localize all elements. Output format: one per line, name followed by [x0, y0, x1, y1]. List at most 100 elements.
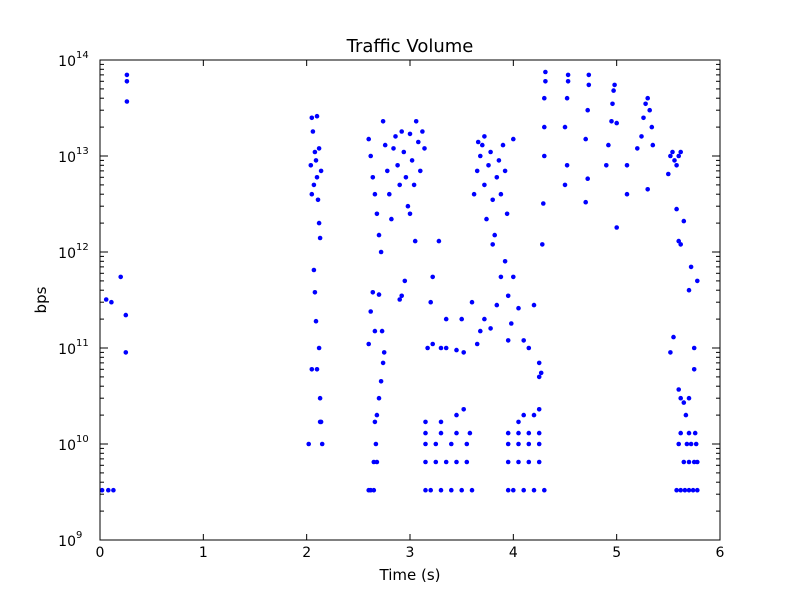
data-point [422, 146, 427, 151]
data-point [695, 278, 700, 284]
data-point [614, 120, 619, 126]
y-tick-exponent: 13 [76, 146, 89, 157]
data-point [494, 302, 500, 308]
data-point [606, 142, 611, 148]
data-point [454, 347, 459, 353]
data-point [423, 487, 428, 493]
y-tick-label: 10 [58, 246, 76, 262]
data-point [516, 430, 521, 436]
data-point [459, 316, 465, 322]
data-point [498, 191, 504, 197]
data-point [536, 459, 542, 465]
data-point [686, 459, 692, 465]
data-point [516, 459, 521, 465]
data-point [531, 302, 537, 308]
data-point [368, 309, 374, 314]
data-point [682, 487, 688, 493]
data-point [678, 242, 683, 247]
data-point [397, 297, 403, 302]
data-point [684, 441, 690, 447]
x-axis: 0 1 2 3 4 5 6 [96, 60, 725, 561]
data-point [635, 146, 640, 151]
x-tick-label: 2 [302, 545, 311, 561]
data-point [399, 293, 405, 299]
data-point [313, 318, 319, 324]
data-point [681, 400, 687, 405]
data-point [373, 441, 379, 447]
data-point [433, 459, 439, 465]
data-point [316, 345, 322, 351]
data-point [505, 441, 511, 447]
data-point [372, 419, 378, 425]
data-point [430, 341, 436, 347]
data-point [124, 99, 130, 104]
data-point [478, 153, 483, 159]
data-point [500, 142, 506, 148]
data-point [469, 487, 475, 493]
data-point [420, 129, 425, 134]
y-tick-label: 10 [58, 150, 76, 166]
data-point [368, 153, 374, 159]
data-point [459, 487, 465, 493]
data-point [516, 419, 521, 425]
data-point [430, 274, 436, 280]
data-point [308, 163, 314, 168]
data-point [464, 459, 470, 465]
x-tick-label: 0 [96, 545, 105, 561]
y-tick-exponent: 14 [76, 50, 89, 61]
data-point [124, 72, 130, 78]
data-point [475, 139, 481, 145]
data-point [676, 387, 681, 392]
data-point [585, 107, 590, 113]
x-tick-label: 4 [509, 545, 518, 561]
data-point [674, 163, 679, 168]
data-point [496, 158, 502, 163]
data-point [371, 487, 377, 493]
data-point [482, 182, 487, 188]
data-point [488, 149, 493, 155]
data-point [668, 153, 673, 159]
data-point [399, 129, 405, 134]
data-point [313, 158, 319, 163]
y-tick-exponent: 9 [76, 530, 82, 541]
data-point [676, 441, 681, 447]
data-point [521, 487, 526, 493]
data-point [586, 72, 592, 78]
data-point [536, 360, 542, 366]
data-point [423, 419, 428, 425]
data-point [538, 370, 544, 376]
x-axis-label: Time (s) [379, 566, 441, 584]
data-point [695, 459, 700, 465]
data-point [428, 299, 434, 305]
data-point [464, 441, 470, 447]
data-point [438, 487, 444, 493]
data-point [438, 345, 444, 351]
data-point [686, 287, 692, 293]
data-point [118, 274, 123, 280]
data-point [683, 412, 689, 418]
data-point [385, 168, 390, 174]
data-point [502, 259, 508, 264]
data-point [609, 119, 614, 124]
data-point [423, 459, 428, 465]
data-point [536, 407, 542, 412]
data-point [482, 316, 487, 322]
data-point [531, 487, 537, 493]
data-point [443, 316, 449, 322]
data-point [402, 278, 408, 284]
data-point [691, 345, 697, 351]
data-point [387, 191, 392, 197]
data-point [316, 146, 322, 151]
data-point [482, 134, 487, 139]
data-point [380, 119, 386, 124]
data-point [380, 360, 386, 366]
data-point [502, 168, 508, 174]
data-point [374, 211, 380, 217]
data-point [372, 328, 378, 334]
data-point [374, 459, 380, 465]
data-point [564, 95, 570, 101]
data-point [309, 191, 315, 197]
data-point [541, 201, 546, 206]
data-point [540, 242, 545, 247]
data-point [688, 264, 694, 270]
